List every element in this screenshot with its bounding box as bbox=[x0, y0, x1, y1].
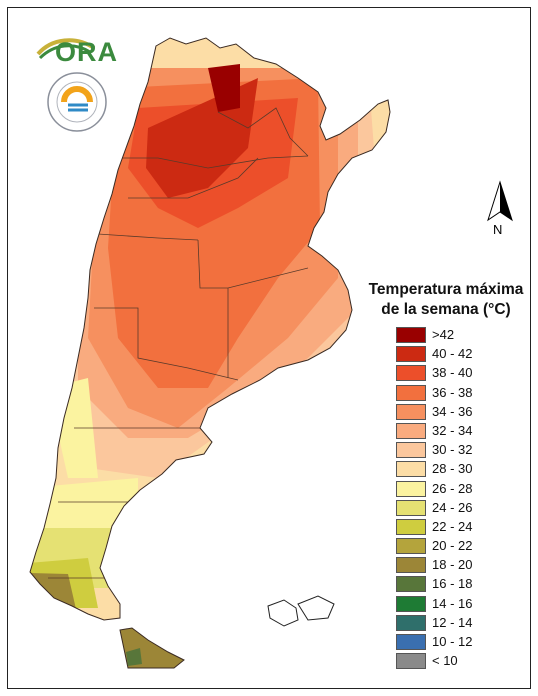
legend-label: 26 - 28 bbox=[432, 480, 473, 496]
legend-swatch bbox=[396, 614, 426, 631]
legend-swatch bbox=[396, 538, 426, 555]
legend-label: 16 - 18 bbox=[432, 576, 473, 592]
legend-label: 38 - 40 bbox=[432, 365, 473, 381]
legend-swatch bbox=[396, 384, 426, 401]
band-over-42 bbox=[208, 64, 240, 112]
north-arrow-icon bbox=[487, 180, 513, 222]
legend-swatch bbox=[396, 518, 426, 535]
legend-swatch bbox=[396, 653, 426, 670]
legend-swatch bbox=[396, 461, 426, 478]
legend-label: 30 - 32 bbox=[432, 442, 473, 458]
ora-swoosh-icon bbox=[36, 38, 96, 60]
legend-label: 40 - 42 bbox=[432, 346, 473, 362]
smn-seal-icon bbox=[47, 72, 107, 132]
map-frame: ORA N Temperatura máxima de la semana (°… bbox=[7, 7, 531, 689]
legend-title: Temperatura máxima de la semana (°C) bbox=[346, 280, 530, 320]
argentina-temperature-map bbox=[29, 37, 391, 669]
legend-label: 32 - 34 bbox=[432, 422, 473, 438]
legend-title-line2: de la semana (°C) bbox=[381, 301, 511, 318]
country-outline bbox=[29, 37, 391, 621]
legend-label: < 10 bbox=[432, 653, 458, 669]
legend-swatch bbox=[396, 576, 426, 593]
legend-label: 22 - 24 bbox=[432, 518, 473, 534]
legend-label: 24 - 26 bbox=[432, 499, 473, 515]
legend-swatch bbox=[396, 327, 426, 343]
legend-swatch bbox=[396, 442, 426, 459]
legend-swatch bbox=[396, 557, 426, 574]
legend-label: 34 - 36 bbox=[432, 403, 473, 419]
legend-label: 14 - 16 bbox=[432, 595, 473, 611]
legend-swatch bbox=[396, 422, 426, 439]
north-label: N bbox=[493, 222, 503, 237]
legend-swatch bbox=[396, 365, 426, 382]
legend-swatch bbox=[396, 634, 426, 650]
malvinas-islands bbox=[267, 595, 335, 627]
legend-label: 36 - 38 bbox=[432, 384, 473, 400]
legend-swatch bbox=[396, 346, 426, 363]
legend-label: >42 bbox=[432, 327, 455, 342]
legend-label: 10 - 12 bbox=[432, 634, 473, 649]
legend-swatch bbox=[396, 595, 426, 612]
legend-swatch bbox=[396, 403, 426, 420]
legend-title-line1: Temperatura máxima bbox=[368, 281, 524, 298]
legend-label: 12 - 14 bbox=[432, 614, 473, 630]
legend-label: 28 - 30 bbox=[432, 461, 473, 477]
ora-logo-text: ORA bbox=[55, 37, 118, 67]
legend-swatch bbox=[396, 499, 426, 516]
legend-swatch bbox=[396, 480, 426, 497]
legend-label: 20 - 22 bbox=[432, 538, 473, 554]
legend-label: 18 - 20 bbox=[432, 557, 473, 573]
tierra-del-fuego-green bbox=[126, 648, 142, 666]
